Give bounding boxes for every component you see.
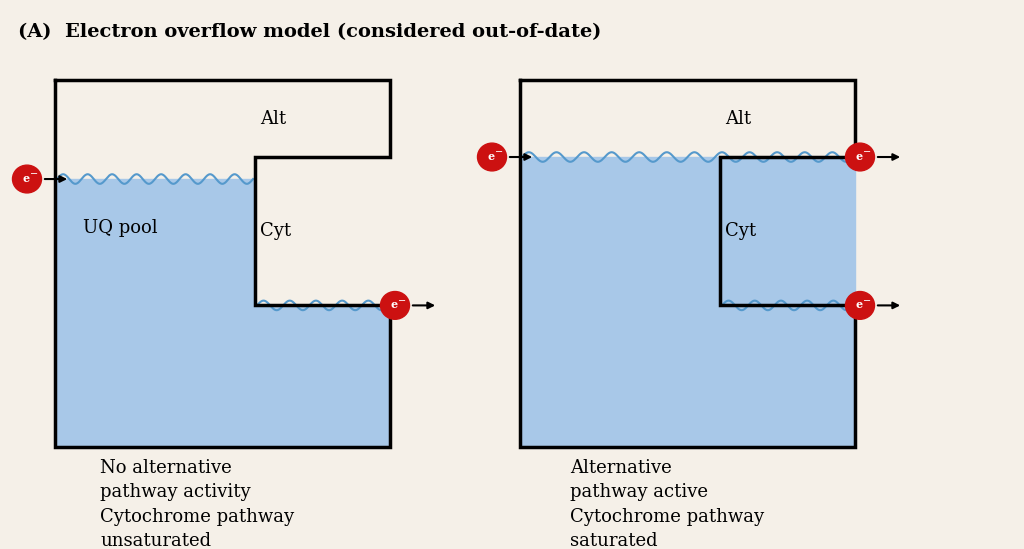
Text: saturated: saturated <box>570 533 657 549</box>
Text: Alt: Alt <box>260 110 286 128</box>
Polygon shape <box>520 157 855 447</box>
Text: pathway active: pathway active <box>570 483 708 501</box>
Text: Cyt: Cyt <box>725 222 756 240</box>
Text: unsaturated: unsaturated <box>100 533 211 549</box>
Text: (A)  Electron overflow model (considered out-of-date): (A) Electron overflow model (considered … <box>18 23 601 41</box>
Circle shape <box>12 165 42 193</box>
Text: e: e <box>23 172 30 183</box>
Text: Alternative: Alternative <box>570 458 672 477</box>
Text: pathway activity: pathway activity <box>100 483 251 501</box>
Text: −: − <box>398 295 407 306</box>
Text: Cytochrome pathway: Cytochrome pathway <box>100 508 294 526</box>
Text: UQ pool: UQ pool <box>83 219 158 237</box>
Text: Cyt: Cyt <box>260 222 291 240</box>
Text: e: e <box>487 150 495 161</box>
Text: No alternative: No alternative <box>100 458 231 477</box>
Text: Cytochrome pathway: Cytochrome pathway <box>570 508 764 526</box>
Text: e: e <box>390 299 397 310</box>
Circle shape <box>381 292 410 320</box>
Text: −: − <box>495 147 503 157</box>
Circle shape <box>477 143 507 171</box>
Text: −: − <box>863 295 871 306</box>
Text: −: − <box>863 147 871 157</box>
Text: e: e <box>855 150 862 161</box>
Text: e: e <box>855 299 862 310</box>
Polygon shape <box>55 179 390 447</box>
Text: Alt: Alt <box>725 110 752 128</box>
Circle shape <box>846 292 874 320</box>
Circle shape <box>846 143 874 171</box>
Text: −: − <box>30 169 38 179</box>
